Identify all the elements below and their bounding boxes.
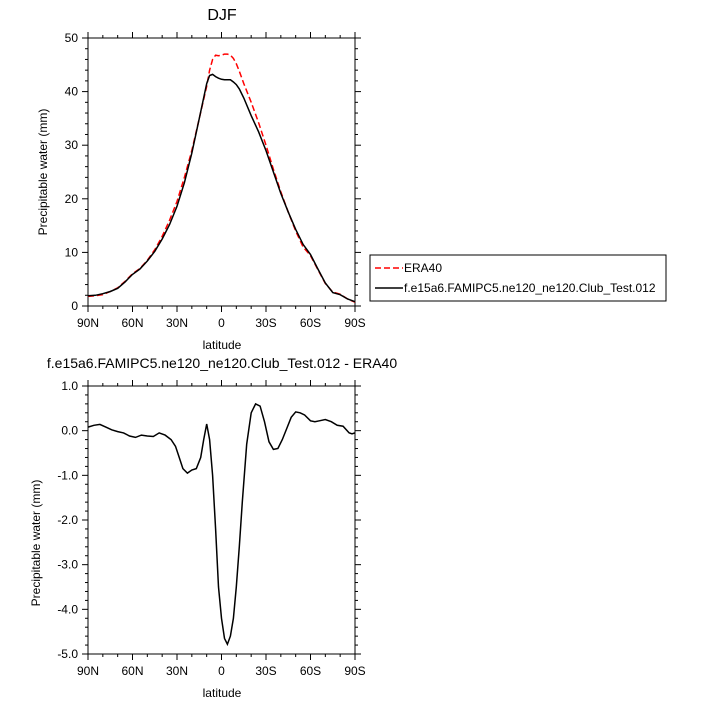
y-tick-label: 30	[65, 138, 79, 152]
x-tick-label: 30S	[255, 664, 276, 678]
x-tick-label: 60S	[300, 664, 321, 678]
bottom-plot-area: 90N 60N 30N 0 30S 60S 90S -5.0 -4.0 -3.0 -2.0 -1.0 0…	[57, 379, 365, 678]
series-line-era40	[87, 53, 356, 303]
x-tick-label: 30N	[166, 664, 188, 678]
x-tick-label: 90S	[344, 316, 365, 330]
y-tick-label: 0	[71, 299, 78, 313]
series-line-f-e15a6-famipc5-ne120-ne120-club-test-012	[87, 73, 356, 303]
y-tick-label: 40	[65, 85, 79, 99]
y-tick-label: 50	[65, 31, 79, 45]
x-tick-label: 90S	[344, 664, 365, 678]
x-tick-label: 90N	[77, 316, 99, 330]
y-tick-label: -2.0	[57, 513, 78, 527]
legend-box	[369, 254, 667, 302]
legend: ERA40 f.e15a6.FAMIPC5.ne120_ne120.Club_T…	[369, 254, 667, 302]
y-tick-label: -4.0	[57, 602, 78, 616]
x-tick-label: 30S	[255, 316, 276, 330]
x-tick-label: 60N	[121, 664, 143, 678]
top-x-axis-label: latitude	[203, 338, 242, 352]
legend-label-model: f.e15a6.FAMIPC5.ne120_ne120.Club_Test.01…	[404, 281, 656, 295]
top-plot-area: 90N 60N 30N 0 30S 60S 90S 0 10 20 30 40 50	[65, 31, 366, 330]
y-tick-label: 10	[65, 245, 79, 259]
bottom-chart-title: f.e15a6.FAMIPC5.ne120_ne120.Club_Test.01…	[47, 355, 397, 371]
y-tick-label: 0.0	[61, 424, 78, 438]
x-tick-label: 60S	[300, 316, 321, 330]
plot-frame	[87, 37, 356, 307]
top-panel: DJF 90N 60N 30N 0 30S 60S 90S 0 10 20 30 40 50 latit…	[36, 7, 366, 352]
x-tick-label: 0	[218, 316, 225, 330]
y-tick-label: -3.0	[57, 558, 78, 572]
y-tick-label: 1.0	[61, 379, 78, 393]
bottom-x-axis-label: latitude	[203, 686, 242, 700]
y-tick-label: -5.0	[57, 647, 78, 661]
x-tick-label: 0	[218, 664, 225, 678]
top-y-axis-label: Precipitable water (mm)	[36, 109, 50, 236]
y-tick-label: -1.0	[57, 468, 78, 482]
top-chart-title: DJF	[207, 7, 237, 24]
x-tick-label: 30N	[166, 316, 188, 330]
x-tick-label: 60N	[121, 316, 143, 330]
y-tick-label: 20	[65, 192, 79, 206]
bottom-panel: f.e15a6.FAMIPC5.ne120_ne120.Club_Test.01…	[29, 355, 397, 700]
bottom-y-axis-label: Precipitable water (mm)	[29, 480, 43, 607]
x-tick-label: 90N	[77, 664, 99, 678]
legend-label-era40: ERA40	[404, 261, 442, 275]
series-line-difference	[87, 402, 356, 647]
